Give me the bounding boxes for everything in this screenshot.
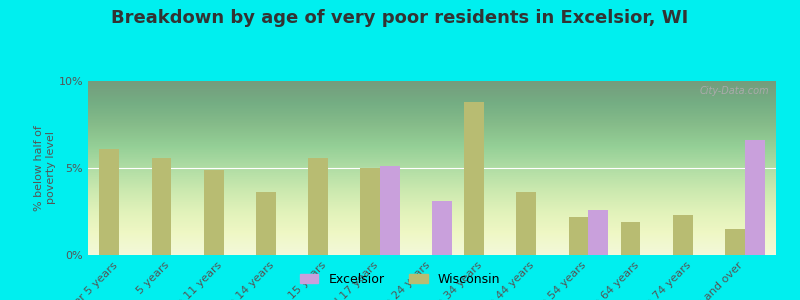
Legend: Excelsior, Wisconsin: Excelsior, Wisconsin — [294, 268, 506, 291]
Bar — [745, 140, 765, 255]
Bar — [725, 229, 745, 255]
Bar — [204, 170, 223, 255]
Bar — [588, 210, 608, 255]
Bar — [256, 192, 276, 255]
Bar — [151, 158, 171, 255]
Bar — [464, 102, 484, 255]
Text: City-Data.com: City-Data.com — [699, 86, 769, 96]
Bar — [380, 166, 400, 255]
Bar — [569, 217, 588, 255]
Y-axis label: % below half of
poverty level: % below half of poverty level — [34, 125, 56, 211]
Bar — [308, 158, 328, 255]
Bar — [360, 168, 380, 255]
Bar — [621, 222, 641, 255]
Bar — [432, 201, 452, 255]
Bar — [673, 215, 693, 255]
Bar — [517, 192, 536, 255]
Bar — [99, 149, 119, 255]
Text: Breakdown by age of very poor residents in Excelsior, WI: Breakdown by age of very poor residents … — [111, 9, 689, 27]
